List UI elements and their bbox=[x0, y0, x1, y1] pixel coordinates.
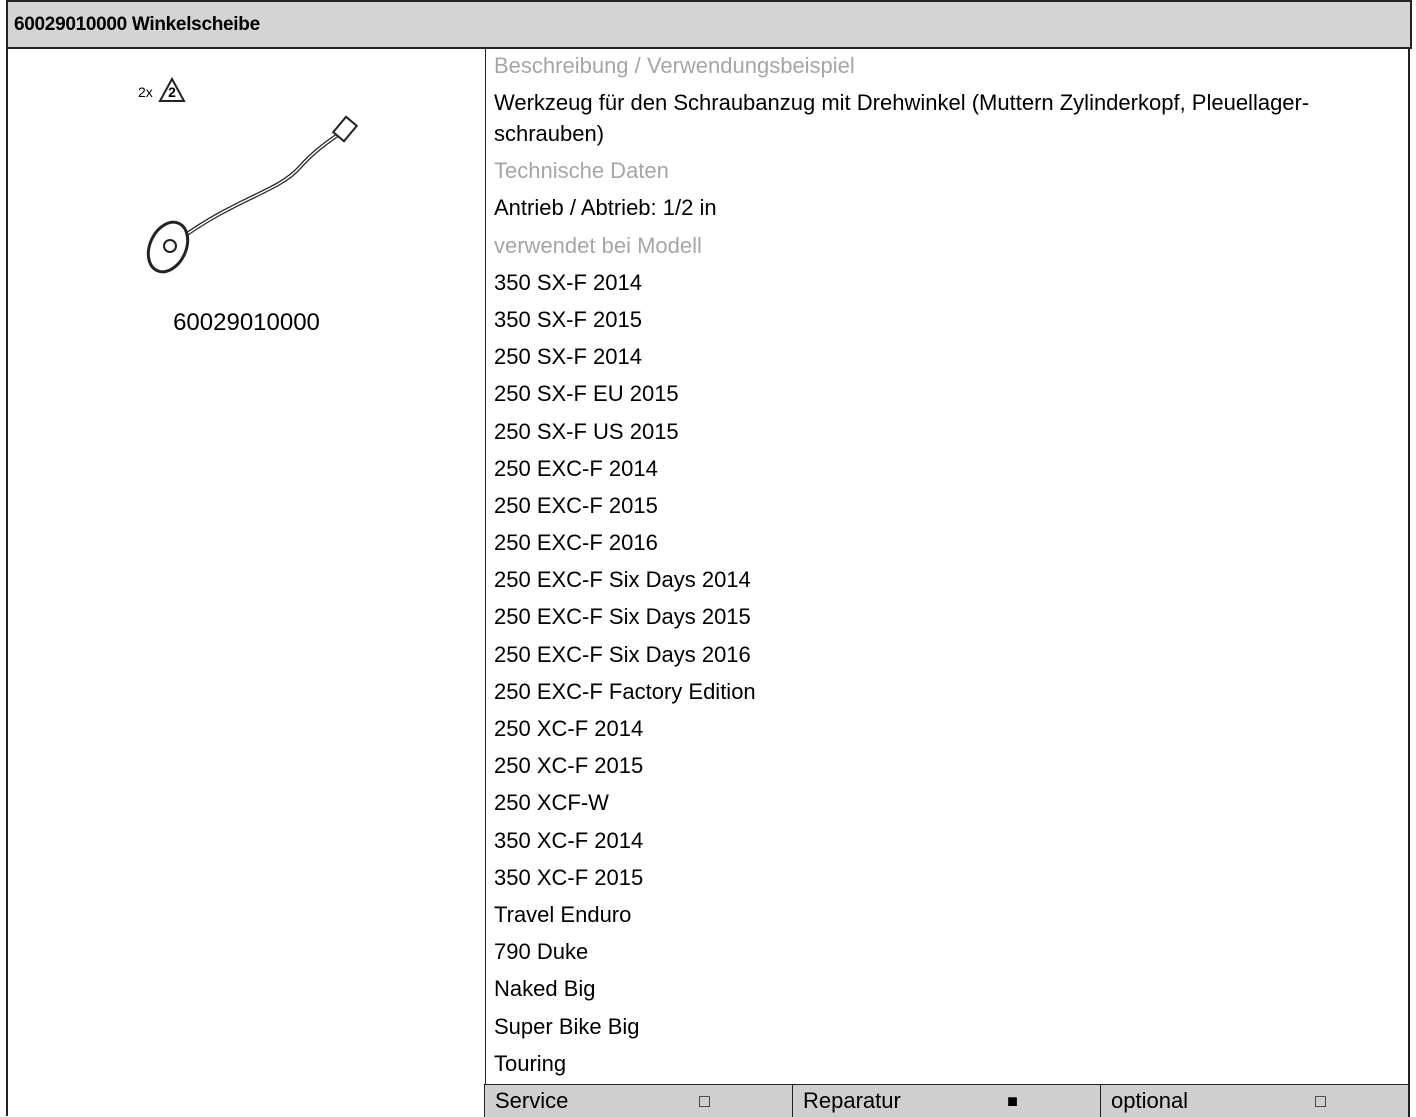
line: Antrieb / Abtrieb: 1/2 in bbox=[494, 195, 717, 221]
section-heading: verwendet bei Modell bbox=[494, 232, 702, 258]
line: 250 EXC-F Six Days 2016 bbox=[494, 641, 751, 667]
line: 250 XC-F 2015 bbox=[494, 753, 644, 779]
line: 790 Duke bbox=[494, 939, 589, 965]
line: 250 SX-F EU 2015 bbox=[494, 381, 679, 407]
line: Naked Big bbox=[494, 976, 596, 1002]
tool-drawing: 2x 2 bbox=[138, 76, 359, 274]
footer-label: Reparatur bbox=[803, 1088, 901, 1113]
footer-cell: Reparatur ■ bbox=[792, 1085, 1100, 1117]
footer-cell: Service □ bbox=[484, 1085, 792, 1117]
checkbox: ■ bbox=[1007, 1091, 1018, 1111]
line: 350 SX-F 2015 bbox=[494, 306, 642, 332]
footer-label: optional bbox=[1111, 1088, 1189, 1113]
badge: 2 bbox=[168, 84, 176, 100]
title: 60029010000 Winkelscheibe bbox=[14, 14, 260, 35]
line: Super Bike Big bbox=[494, 1013, 640, 1039]
line: Travel Enduro bbox=[494, 901, 632, 927]
footer-cell: optional □ bbox=[1100, 1085, 1408, 1117]
header: 60029010000 Winkelscheibe bbox=[6, 0, 1412, 49]
details: Beschreibung / Verwendungsbeispiel Werkze… bbox=[484, 47, 1410, 1084]
line: 250 EXC-F Six Days 2014 bbox=[494, 567, 751, 593]
line: 350 XC-F 2014 bbox=[494, 827, 644, 853]
line: 250 XC-F 2014 bbox=[494, 716, 644, 741]
line: 250 XCF-W bbox=[494, 790, 609, 816]
line: 250 EXC-F Six Days 2015 bbox=[494, 604, 751, 630]
footer-label: Service bbox=[495, 1088, 569, 1113]
line: 250 SX-F 2014 bbox=[494, 344, 642, 370]
quantity: 2x bbox=[138, 84, 153, 100]
line: 250 EXC-F 2016 bbox=[494, 530, 658, 556]
caption: 60029010000 bbox=[173, 309, 320, 336]
section-heading: Beschreibung / Verwendungsbeispiel bbox=[494, 53, 855, 78]
line: 250 SX-F US 2015 bbox=[494, 418, 679, 444]
image-cell: 2x 2 60029010000 bbox=[6, 47, 486, 1116]
line: 250 EXC-F 2014 bbox=[494, 455, 658, 481]
checkbox: □ bbox=[1315, 1091, 1326, 1111]
badge-triangle bbox=[158, 76, 186, 102]
footer: Service □ Reparatur ■ optional □ bbox=[484, 1084, 1410, 1117]
checkbox: □ bbox=[699, 1091, 710, 1111]
description: Werkzeug für den Schraubanzug mit Drehwi… bbox=[494, 90, 1310, 147]
section-heading: Technische Daten bbox=[494, 158, 669, 184]
line: 250 EXC-F 2015 bbox=[494, 492, 658, 518]
line: 350 XC-F 2015 bbox=[494, 864, 644, 890]
line: Touring bbox=[494, 1050, 567, 1076]
line: 350 SX-F 2014 bbox=[494, 269, 642, 295]
line: 250 EXC-F Factory Edition bbox=[494, 678, 756, 704]
